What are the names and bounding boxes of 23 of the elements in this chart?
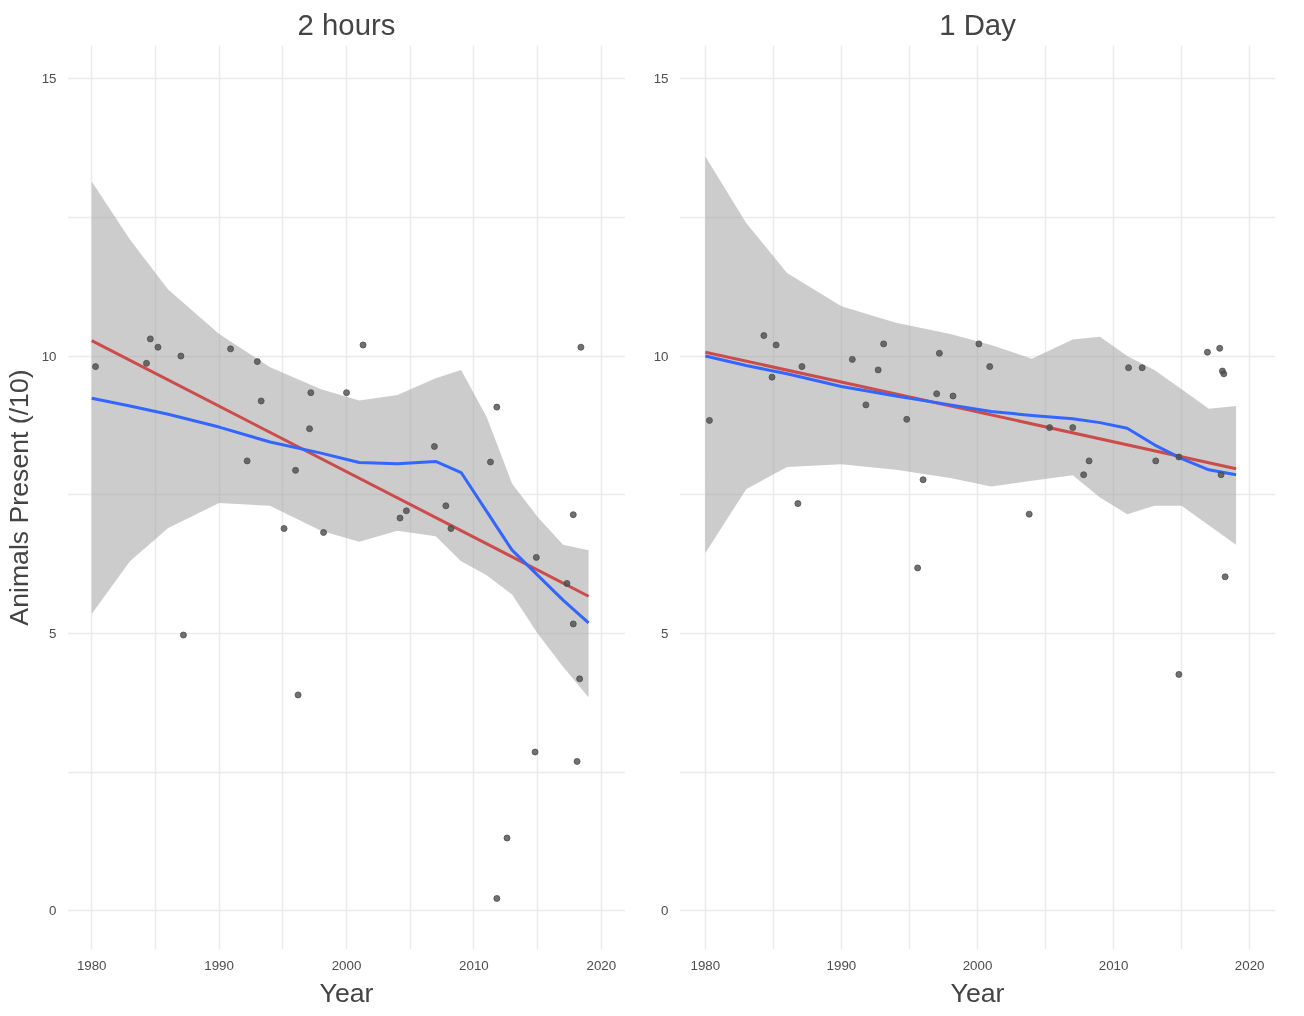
x-tick-label: 1990 bbox=[826, 957, 857, 973]
chart-title: 1 Day bbox=[939, 7, 1017, 41]
y-axis-title: Animals Present (/10) bbox=[3, 369, 34, 626]
x-tick-label: 2000 bbox=[331, 957, 362, 973]
x-tick-label: 2020 bbox=[1234, 957, 1265, 973]
y-tick-label: 15 bbox=[653, 71, 669, 87]
chart-title: 2 hours bbox=[297, 7, 396, 41]
y-tick-label: 10 bbox=[653, 348, 669, 364]
y-tick-label: 10 bbox=[41, 348, 57, 364]
x-axis-title: Year bbox=[950, 977, 1005, 1008]
x-tick-label: 2010 bbox=[459, 957, 489, 973]
x-tick-label: 1980 bbox=[76, 957, 107, 973]
x-axis-title: Year bbox=[319, 977, 374, 1008]
y-tick-label: 15 bbox=[41, 71, 57, 87]
x-tick-label: 1990 bbox=[204, 957, 234, 973]
x-tick-label: 2010 bbox=[1098, 957, 1129, 973]
x-tick-label: 1980 bbox=[690, 957, 721, 973]
y-tick-label: 0 bbox=[49, 903, 57, 919]
x-tick-label: 2000 bbox=[962, 957, 993, 973]
x-tick-label: 2020 bbox=[586, 957, 617, 973]
y-tick-label: 5 bbox=[49, 625, 57, 641]
y-tick-label: 0 bbox=[661, 903, 669, 919]
y-tick-label: 5 bbox=[661, 625, 669, 641]
